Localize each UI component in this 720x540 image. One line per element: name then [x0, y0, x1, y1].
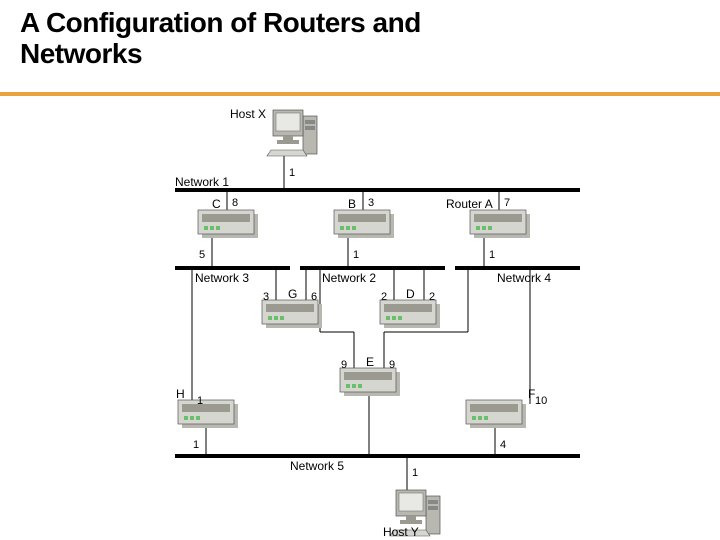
router-label-D: D	[406, 287, 415, 301]
router-G	[262, 300, 322, 328]
link-cost: 1	[353, 249, 359, 261]
router-H	[178, 400, 238, 428]
router-label-A: Router A	[446, 197, 493, 211]
link-cost: 9	[341, 359, 347, 371]
router-label-F: F	[528, 387, 535, 401]
link-cost: 1	[489, 249, 495, 261]
host-label-hostX: Host X	[230, 107, 266, 121]
link-cost: 6	[311, 291, 317, 303]
router-label-B: B	[348, 197, 356, 211]
host-label-hostY: Host Y	[383, 525, 419, 539]
label-net5: Network 5	[290, 459, 344, 473]
label-net3: Network 3	[195, 271, 249, 285]
host-hostX	[267, 110, 317, 156]
router-label-C: C	[212, 197, 221, 211]
link-cost: 1	[412, 467, 418, 479]
label-net2: Network 2	[322, 271, 376, 285]
link-cost: 7	[504, 197, 510, 209]
router-D	[380, 300, 440, 328]
link-cost: 2	[381, 291, 387, 303]
router-F	[466, 400, 526, 428]
link-cost: 1	[197, 395, 203, 407]
link-cost: 10	[535, 395, 547, 407]
router-C	[198, 210, 258, 238]
link-cost: 8	[232, 197, 238, 209]
link-cost: 1	[289, 167, 295, 179]
router-B	[334, 210, 394, 238]
link-cost: 2	[429, 291, 435, 303]
router-E	[340, 368, 400, 396]
link-cost: 4	[500, 439, 506, 451]
router-label-E: E	[366, 355, 374, 369]
link-cost: 3	[263, 291, 269, 303]
link-cost: 1	[193, 439, 199, 451]
router-A	[470, 210, 530, 238]
label-net1: Network 1	[175, 175, 229, 189]
label-net4: Network 4	[497, 271, 551, 285]
link-cost: 3	[368, 197, 374, 209]
network-diagram: Network 1 Network 3 Network 2 Network 4 Netw…	[0, 0, 720, 540]
router-label-H: H	[176, 387, 185, 401]
link-cost: 5	[199, 249, 205, 261]
link-cost: 9	[389, 359, 395, 371]
router-label-G: G	[288, 287, 297, 301]
